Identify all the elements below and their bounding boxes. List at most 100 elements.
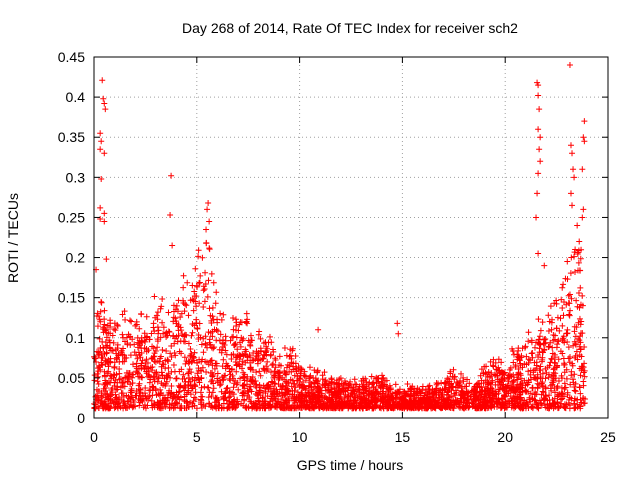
data-point: [555, 356, 562, 363]
data-point: [233, 401, 240, 408]
data-point: [462, 383, 469, 390]
data-point: [134, 355, 141, 362]
data-point: [139, 357, 146, 364]
data-point: [178, 310, 185, 317]
data-point: [269, 379, 276, 386]
data-point: [239, 351, 246, 358]
data-point: [218, 347, 225, 354]
data-point: [111, 364, 118, 371]
data-point: [101, 218, 108, 225]
data-point: [241, 396, 248, 403]
data-point: [561, 401, 568, 408]
data-point: [169, 400, 176, 407]
data-point: [577, 255, 584, 262]
data-point: [506, 366, 513, 373]
data-point: [159, 319, 166, 326]
data-point: [536, 397, 543, 404]
data-point: [359, 389, 366, 396]
data-point: [107, 330, 114, 337]
data-point: [101, 150, 108, 157]
data-point: [185, 370, 192, 377]
data-point: [97, 344, 104, 351]
data-point: [129, 336, 136, 343]
data-point: [172, 352, 179, 359]
data-point: [494, 381, 501, 388]
data-point: [561, 339, 568, 346]
data-point: [386, 397, 393, 404]
data-point: [151, 400, 158, 407]
data-point: [574, 356, 581, 363]
data-point: [175, 297, 182, 304]
data-point: [381, 402, 388, 409]
data-point: [257, 335, 264, 342]
data-point: [208, 320, 215, 327]
data-point: [376, 382, 383, 389]
data-point: [210, 345, 217, 352]
data-point: [261, 405, 268, 412]
data-point: [138, 334, 145, 341]
data-point: [316, 393, 323, 400]
data-point: [151, 293, 158, 300]
data-point: [253, 369, 260, 376]
data-point: [136, 325, 143, 332]
data-point: [425, 397, 432, 404]
data-point: [260, 394, 267, 401]
data-point: [204, 344, 211, 351]
data-point: [279, 374, 286, 381]
data-point: [103, 403, 110, 410]
data-point: [230, 384, 237, 391]
data-point: [174, 323, 181, 330]
data-point: [99, 77, 106, 84]
data-point: [384, 385, 391, 392]
data-point: [366, 385, 373, 392]
data-point: [101, 100, 108, 107]
data-point: [254, 350, 261, 357]
data-point: [572, 246, 579, 253]
data-point: [132, 403, 139, 410]
data-point: [159, 296, 166, 303]
data-point: [107, 359, 114, 366]
data-point: [123, 392, 130, 399]
data-point: [147, 364, 154, 371]
data-point: [170, 333, 177, 340]
data-point: [163, 378, 170, 385]
data-point: [220, 356, 227, 363]
data-point: [475, 400, 482, 407]
data-point: [315, 399, 322, 406]
data-point: [310, 405, 317, 412]
data-point: [495, 396, 502, 403]
data-point: [512, 362, 519, 369]
data-point: [145, 394, 152, 401]
data-point: [579, 214, 586, 221]
data-point: [576, 238, 583, 245]
data-point: [237, 375, 244, 382]
data-point: [239, 390, 246, 397]
data-point: [555, 378, 562, 385]
data-point: [288, 404, 295, 411]
data-point: [126, 376, 133, 383]
data-point: [319, 395, 326, 402]
data-point: [353, 381, 360, 388]
data-point: [534, 402, 541, 409]
data-point: [460, 374, 467, 381]
data-point: [569, 150, 576, 157]
data-point: [278, 405, 285, 412]
data-point: [466, 380, 473, 387]
data-point: [163, 333, 170, 340]
data-point: [208, 270, 215, 277]
data-point: [512, 387, 519, 394]
data-point: [222, 389, 229, 396]
data-point: [551, 300, 558, 307]
data-point: [121, 308, 128, 315]
data-point: [444, 375, 451, 382]
data-point: [204, 206, 211, 213]
data-point: [272, 355, 279, 362]
data-point: [578, 399, 585, 406]
data-point: [473, 388, 480, 395]
data-point: [97, 146, 104, 153]
data-point: [118, 390, 125, 397]
data-point: [101, 307, 108, 314]
data-point: [152, 369, 159, 376]
data-point: [142, 392, 149, 399]
data-point: [131, 341, 138, 348]
